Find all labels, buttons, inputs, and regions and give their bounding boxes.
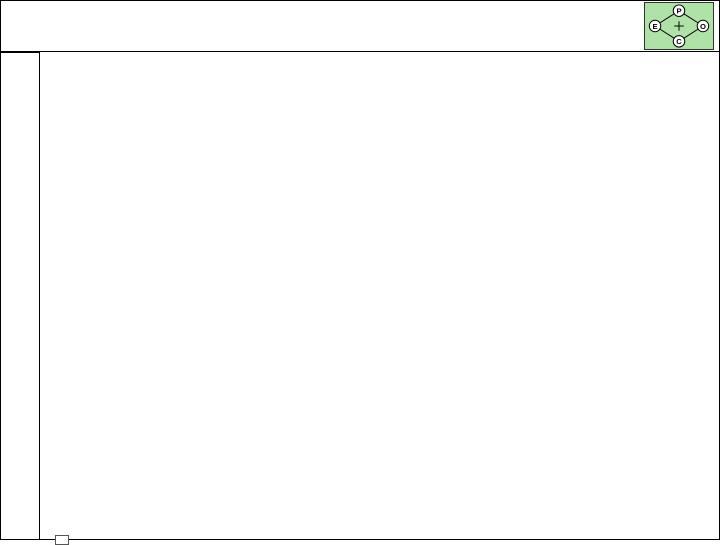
title-bar <box>0 0 720 52</box>
logo-c: C <box>676 37 682 46</box>
logo-p: P <box>676 7 681 16</box>
logo-e: E <box>652 22 657 31</box>
chart-canvas <box>55 60 705 530</box>
storage-chart <box>55 60 705 530</box>
chart-legend <box>55 535 69 545</box>
epoc-logo: P E O C <box>644 2 714 50</box>
left-rail <box>0 52 40 539</box>
logo-o: O <box>700 22 706 31</box>
rail-separator <box>0 52 40 53</box>
